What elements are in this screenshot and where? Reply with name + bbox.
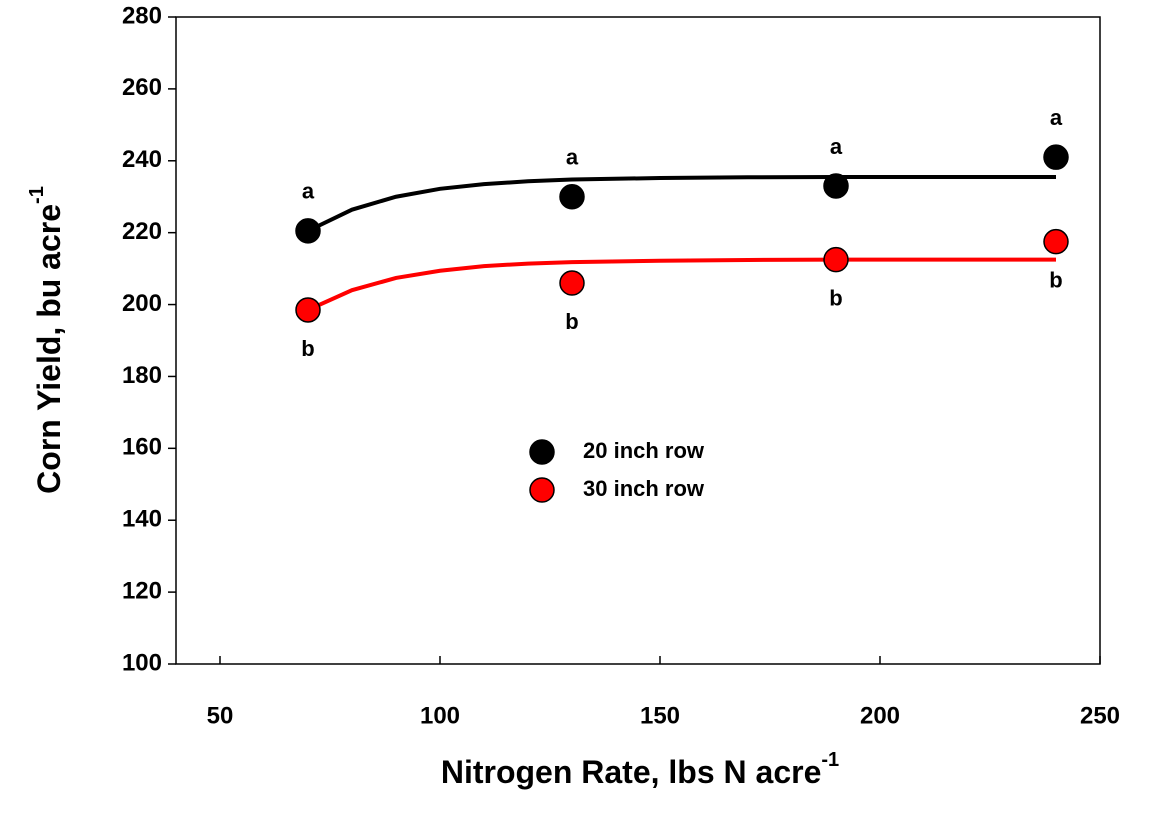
y-tick-label: 180 xyxy=(122,362,162,389)
data-point xyxy=(559,270,585,296)
fit-curve xyxy=(307,257,1056,312)
x-axis-label-text: Nitrogen Rate, lbs N acre xyxy=(441,754,822,790)
y-tick-label: 140 xyxy=(122,506,162,533)
legend-marker xyxy=(529,477,555,503)
y-tick-label: 260 xyxy=(122,74,162,101)
x-tick-label: 200 xyxy=(860,702,900,729)
significance-letter: b xyxy=(301,336,314,361)
x-tick-label: 250 xyxy=(1080,702,1120,729)
x-axis-label-sup: -1 xyxy=(821,749,839,771)
legend-marker xyxy=(529,439,555,465)
x-tick-label: 100 xyxy=(420,702,460,729)
significance-letter: a xyxy=(1050,105,1063,130)
data-point xyxy=(1043,144,1069,170)
fit-curve xyxy=(307,174,1056,233)
data-point xyxy=(295,218,321,244)
significance-letter: b xyxy=(565,309,578,334)
data-point xyxy=(1043,228,1069,255)
y-tick-label: 280 xyxy=(122,2,162,29)
significance-letter: b xyxy=(829,285,842,310)
y-axis-label-sup: -1 xyxy=(26,186,48,204)
data-point xyxy=(823,246,849,273)
data-point xyxy=(559,183,585,210)
significance-letter: a xyxy=(302,179,315,204)
x-tick-label: 150 xyxy=(640,702,680,729)
x-axis-label: Nitrogen Rate, lbs N acre-1 xyxy=(441,749,839,790)
y-tick-label: 160 xyxy=(122,434,162,461)
y-axis-label: Corn Yield, bu acre-1 xyxy=(26,186,67,494)
significance-letter: b xyxy=(1049,267,1062,292)
data-point xyxy=(295,297,321,323)
y-axis-label-text: Corn Yield, bu acre xyxy=(31,204,67,494)
y-tick-label: 220 xyxy=(122,218,162,245)
y-tick-label: 200 xyxy=(122,290,162,317)
legend-label: 30 inch row xyxy=(583,476,705,501)
legend-label: 20 inch row xyxy=(583,438,705,463)
y-tick-label: 100 xyxy=(122,649,162,676)
y-tick-label: 120 xyxy=(122,577,162,604)
significance-letter: a xyxy=(830,134,843,159)
data-point xyxy=(823,173,849,199)
x-tick-label: 50 xyxy=(207,702,234,729)
plot-frame xyxy=(175,16,1101,665)
y-tick-label: 240 xyxy=(122,146,162,173)
significance-letter: a xyxy=(566,145,579,170)
